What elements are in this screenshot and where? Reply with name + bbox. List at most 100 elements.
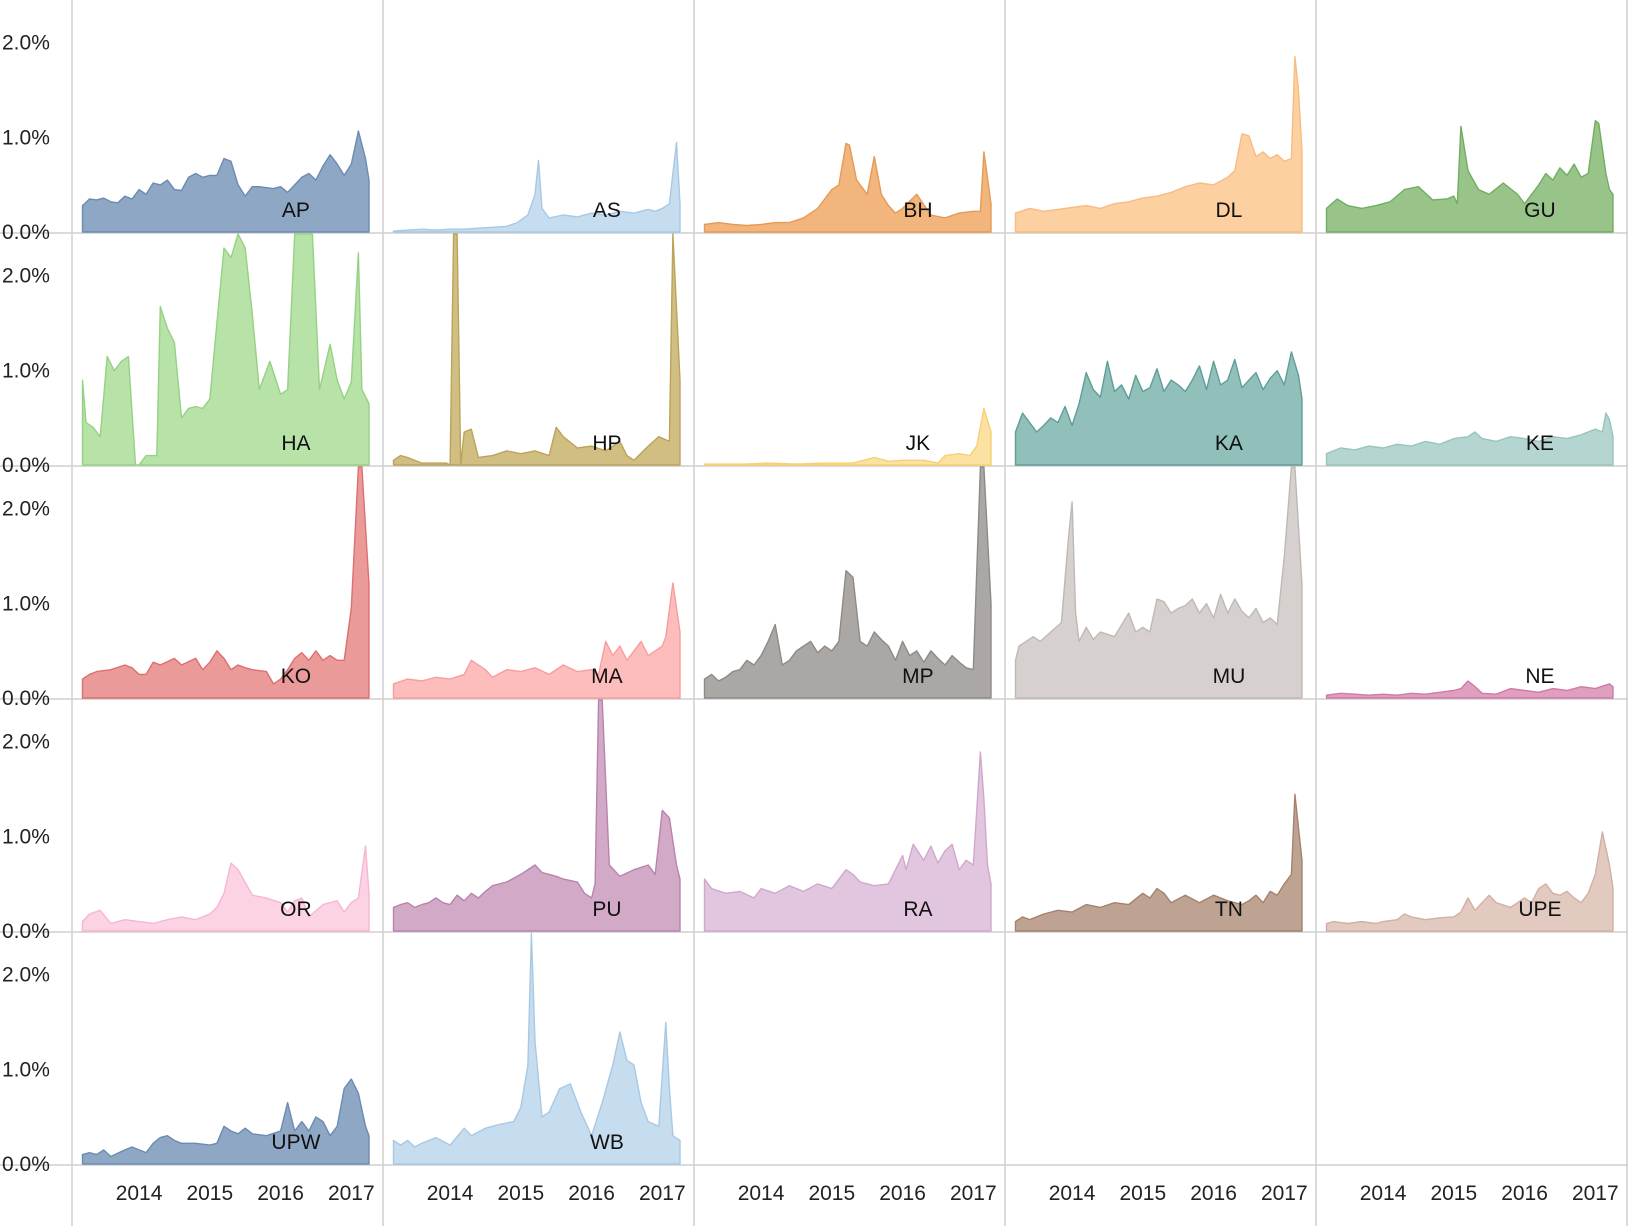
- panel-ke: KE: [1325, 412, 1614, 466]
- panel-label: TN: [1215, 898, 1243, 921]
- panel-hp: HP: [392, 233, 681, 466]
- panel-mp: MP: [703, 466, 992, 699]
- y-tick-label: 2.0%: [2, 498, 50, 521]
- panel-mu: MU: [1014, 466, 1303, 699]
- panel-label: KA: [1215, 432, 1243, 455]
- area-series-ap: [81, 130, 370, 233]
- x-tick-label: 2017: [1572, 1182, 1619, 1205]
- area-series-ra: [703, 751, 992, 932]
- area-series-mp: [703, 466, 992, 699]
- area-series-ma: [392, 582, 681, 699]
- y-tick-label: 2.0%: [2, 265, 50, 288]
- x-tick-label: 2017: [950, 1182, 997, 1205]
- panel-ra: RA: [703, 751, 992, 932]
- x-tick-label: 2015: [1119, 1182, 1166, 1205]
- x-tick-label: 2017: [1261, 1182, 1308, 1205]
- x-tick-label: 2016: [568, 1182, 615, 1205]
- area-series-ke: [1325, 412, 1614, 466]
- area-series-mu: [1014, 466, 1303, 699]
- panel-wb: WB: [392, 932, 681, 1165]
- area-series-ha: [81, 233, 370, 466]
- area-series-pu: [392, 699, 681, 932]
- panel-label: MA: [591, 665, 623, 688]
- area-series-dl: [1014, 55, 1303, 233]
- y-tick-label: 0.0%: [2, 221, 50, 244]
- x-tick-label: 2016: [1501, 1182, 1548, 1205]
- x-tick-label: 2017: [328, 1182, 375, 1205]
- panel-ap: AP: [81, 130, 370, 233]
- x-tick-label: 2016: [879, 1182, 926, 1205]
- x-tick-label: 2014: [738, 1182, 785, 1205]
- panel-label: AS: [593, 199, 621, 222]
- area-series-tn: [1014, 793, 1303, 932]
- panel-label: RA: [903, 898, 932, 921]
- panel-label: HA: [281, 432, 310, 455]
- x-tick-label: 2015: [186, 1182, 233, 1205]
- area-series-wb: [392, 932, 681, 1165]
- y-tick-label: 0.0%: [2, 1153, 50, 1176]
- y-tick-label: 0.0%: [2, 920, 50, 943]
- panel-ne: NE: [1325, 665, 1614, 699]
- panel-upw: UPW: [81, 1078, 370, 1165]
- panel-label: GU: [1524, 199, 1556, 222]
- panel-label: WB: [590, 1131, 624, 1154]
- panel-label: MP: [902, 665, 934, 688]
- panel-or: OR: [81, 845, 370, 932]
- panel-label: UPW: [271, 1131, 320, 1154]
- area-series-hp: [392, 233, 681, 466]
- panel-ma: MA: [392, 582, 681, 699]
- area-series-upw: [81, 1078, 370, 1165]
- panel-label: BH: [903, 199, 932, 222]
- y-tick-label: 2.0%: [2, 731, 50, 754]
- y-tick-label: 1.0%: [2, 1058, 50, 1081]
- area-series-or: [81, 845, 370, 932]
- panel-label: DL: [1215, 199, 1242, 222]
- area-series-as: [392, 141, 681, 233]
- panel-gu: GU: [1325, 120, 1614, 233]
- panel-ka: KA: [1014, 351, 1303, 466]
- area-series-jk: [703, 407, 992, 466]
- x-tick-label: 2017: [639, 1182, 686, 1205]
- panel-dl: DL: [1014, 55, 1303, 233]
- area-series-ne: [1325, 680, 1614, 699]
- area-series-gu: [1325, 120, 1614, 233]
- panel-tn: TN: [1014, 793, 1303, 932]
- panel-label: NE: [1525, 665, 1554, 688]
- panel-jk: JK: [703, 407, 992, 466]
- x-tick-label: 2014: [1049, 1182, 1096, 1205]
- panel-pu: PU: [392, 699, 681, 932]
- x-tick-label: 2014: [116, 1182, 163, 1205]
- y-tick-label: 1.0%: [2, 592, 50, 615]
- x-tick-label: 2015: [497, 1182, 544, 1205]
- y-tick-label: 2.0%: [2, 32, 50, 55]
- x-tick-label: 2016: [1190, 1182, 1237, 1205]
- panel-label: PU: [592, 898, 621, 921]
- area-series-ka: [1014, 351, 1303, 466]
- panel-ko: KO: [81, 466, 370, 699]
- y-tick-label: 1.0%: [2, 359, 50, 382]
- y-tick-label: 2.0%: [2, 964, 50, 987]
- y-tick-label: 1.0%: [2, 126, 50, 149]
- panel-label: OR: [280, 898, 312, 921]
- panel-label: KO: [281, 665, 311, 688]
- y-tick-label: 1.0%: [2, 825, 50, 848]
- x-tick-label: 2014: [427, 1182, 474, 1205]
- panel-label: UPE: [1518, 898, 1561, 921]
- panel-label: JK: [906, 432, 931, 455]
- panel-label: HP: [592, 432, 621, 455]
- x-tick-label: 2016: [257, 1182, 304, 1205]
- panel-label: AP: [282, 199, 310, 222]
- x-tick-label: 2014: [1360, 1182, 1407, 1205]
- x-tick-label: 2015: [808, 1182, 855, 1205]
- panel-upe: UPE: [1325, 831, 1614, 932]
- panel-ha: HA: [81, 233, 370, 466]
- panel-as: AS: [392, 141, 681, 233]
- area-series-ko: [81, 466, 370, 699]
- x-tick-label: 2015: [1430, 1182, 1477, 1205]
- y-tick-label: 0.0%: [2, 454, 50, 477]
- panel-label: MU: [1213, 665, 1246, 688]
- area-series-bh: [703, 142, 992, 233]
- y-tick-label: 0.0%: [2, 687, 50, 710]
